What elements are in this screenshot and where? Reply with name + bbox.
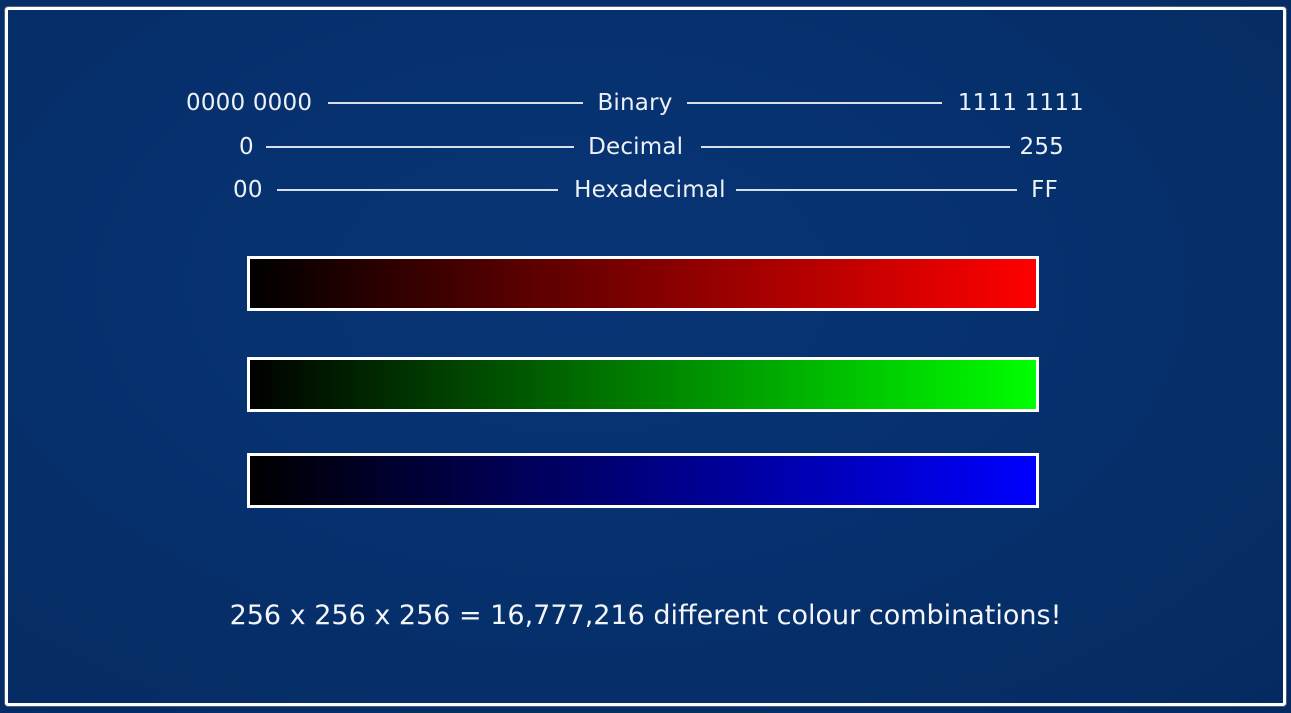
decimal-title: Decimal <box>588 134 684 160</box>
decimal-scale: 0 Decimal 255 <box>239 131 1064 163</box>
decimal-line-left <box>265 146 575 148</box>
green-gradient-bar <box>247 357 1039 412</box>
blue-gradient-bar <box>247 453 1039 508</box>
binary-line-right <box>686 102 942 104</box>
decimal-max-label: 255 <box>1019 134 1064 160</box>
binary-max-label: 1111 1111 <box>957 90 1085 116</box>
decimal-line-right <box>701 146 1010 148</box>
hexadecimal-line-left <box>276 189 559 191</box>
hexadecimal-min-label: 00 <box>233 177 263 203</box>
binary-line-left <box>328 102 584 104</box>
hexadecimal-title: Hexadecimal <box>574 177 726 203</box>
binary-title: Binary <box>597 90 673 116</box>
hexadecimal-line-right <box>735 189 1018 191</box>
combinations-caption: 256 x 256 x 256 = 16,777,216 different c… <box>229 600 1062 631</box>
hexadecimal-max-label: FF <box>1031 177 1058 203</box>
decimal-min-label: 0 <box>239 134 254 160</box>
binary-min-label: 0000 0000 <box>186 90 313 116</box>
binary-scale: 0000 0000 Binary 1111 1111 <box>186 87 1084 119</box>
red-gradient-bar <box>247 256 1039 311</box>
hexadecimal-scale: 00 Hexadecimal FF <box>233 174 1058 206</box>
